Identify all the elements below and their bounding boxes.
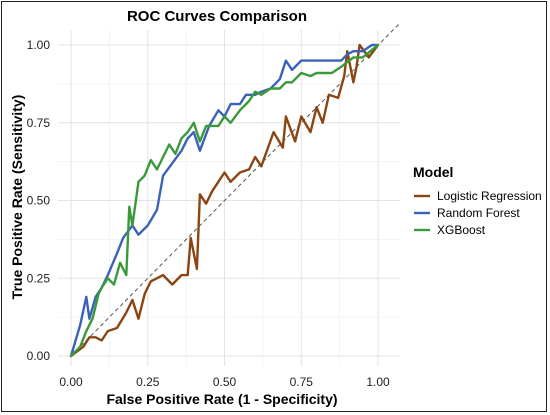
series-line-xgboost [69,43,380,358]
x-tick-label: 1.00 [366,375,390,389]
y-tick-label: 0.75 [27,116,51,130]
y-tick-label: 1.00 [27,38,51,52]
y-tick-label: 0.25 [27,271,51,285]
x-tick-label: 0.25 [136,375,160,389]
y-tick-label: 0.00 [27,349,51,363]
diagonal-reference-line [70,22,401,357]
legend-label: Logistic Regression [437,189,542,203]
plot-panel [58,30,400,366]
series-lines [69,43,380,358]
legend-title: Model [413,164,453,180]
y-tick-label: 0.50 [27,194,51,208]
series-line-random-forest [69,43,380,358]
series-line-logistic-regression [69,43,380,358]
x-tick-label: 0.75 [290,375,314,389]
x-tick-label: 0.00 [59,375,83,389]
legend: Model Logistic Regression Random Forest XG… [413,164,542,237]
legend-label: Random Forest [437,206,520,220]
x-tick-label: 0.50 [213,375,237,389]
y-axis-title: True Positive Rate (Sensitivity) [9,95,25,300]
legend-label: XGBoost [437,223,486,237]
chart-title: ROC Curves Comparison [127,8,307,25]
x-axis-title: False Positive Rate (1 - Specificity) [106,391,337,407]
reference-diagonal [70,22,401,357]
axis-ticks: 0.00 0.25 0.50 0.75 1.00 0.00 0.25 0.50 0.75 1.00 [27,38,390,389]
